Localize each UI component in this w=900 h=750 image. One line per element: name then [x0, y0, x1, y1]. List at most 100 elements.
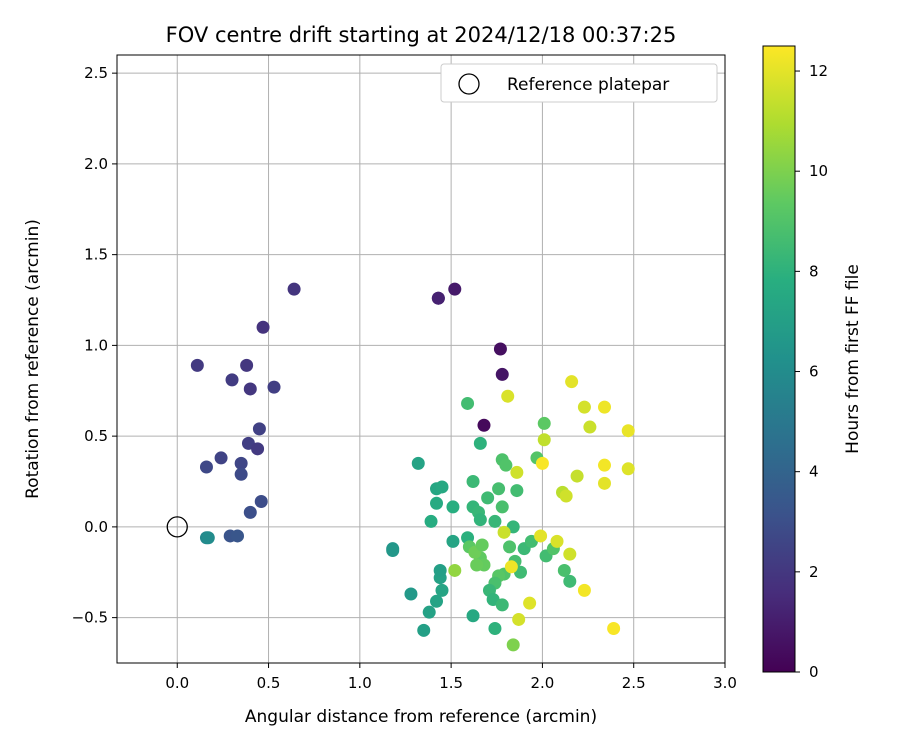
data-point [501, 389, 515, 403]
data-point [231, 529, 245, 543]
data-point [495, 598, 509, 612]
y-tick-label: 0.0 [84, 518, 108, 536]
data-point [240, 358, 254, 372]
data-point [422, 605, 436, 619]
colorbar-tick-label: 2 [809, 563, 819, 581]
data-point [477, 418, 491, 432]
data-point [234, 456, 248, 470]
data-point [386, 543, 400, 557]
data-point [190, 358, 204, 372]
colorbar-tick-label: 8 [809, 262, 819, 280]
data-point [481, 491, 495, 505]
plot-frame [116, 54, 726, 664]
reference-layer [166, 516, 188, 538]
x-tick-label: 3.0 [713, 674, 737, 692]
data-point [424, 514, 438, 528]
data-point [621, 462, 635, 476]
data-point [570, 469, 584, 483]
data-point [510, 465, 524, 479]
data-point [495, 500, 509, 514]
data-points [190, 282, 635, 652]
y-tick-label: 1.0 [84, 336, 108, 354]
data-point [621, 424, 635, 438]
colorbar-tick-label: 12 [809, 62, 828, 80]
data-point [512, 612, 526, 626]
data-point [523, 596, 537, 610]
data-point [495, 367, 509, 381]
data-point [433, 563, 447, 577]
colorbar-gradient [762, 45, 796, 673]
reference-point-marker [166, 516, 188, 538]
data-point [446, 534, 460, 548]
colorbar-tick-label: 10 [809, 162, 828, 180]
data-point [225, 373, 239, 387]
data-point [607, 622, 621, 636]
data-point [583, 420, 597, 434]
x-axis-label: Angular distance from reference (arcmin) [245, 707, 597, 727]
data-point [466, 609, 480, 623]
data-point [201, 531, 215, 545]
legend-box [440, 63, 718, 103]
data-point [563, 547, 577, 561]
data-point [493, 342, 507, 356]
data-point [537, 416, 551, 430]
data-point [534, 529, 548, 543]
data-point [430, 594, 444, 608]
data-point [597, 458, 611, 472]
colorbar-tick-label: 4 [809, 463, 819, 481]
data-point [256, 320, 270, 334]
data-point [461, 396, 475, 410]
data-point [446, 500, 460, 514]
data-point [504, 560, 518, 574]
y-tick-label: 1.5 [84, 246, 108, 264]
data-point [510, 484, 524, 498]
x-tick-label: 1.5 [439, 674, 463, 692]
data-point [488, 514, 502, 528]
data-point [499, 458, 513, 472]
data-point [234, 467, 248, 481]
data-point [430, 496, 444, 510]
data-point [214, 451, 228, 465]
colorbar: 0 2 4 6 8 10 12 Hours from first FF file [762, 45, 863, 681]
data-point [597, 400, 611, 414]
data-point [411, 456, 425, 470]
colorbar-label: Hours from first FF file [843, 264, 863, 454]
data-point [267, 380, 281, 394]
data-point [417, 623, 431, 637]
chart-title: FOV centre drift starting at 2024/12/18 … [166, 23, 677, 47]
data-point [473, 436, 487, 450]
y-tick-label: 2.5 [84, 64, 108, 82]
data-point [550, 534, 564, 548]
colorbar-tick-label: 0 [809, 663, 819, 681]
y-axis-label: Rotation from reference (arcmin) [23, 219, 43, 499]
y-tick-label: 0.5 [84, 427, 108, 445]
data-point [404, 587, 418, 601]
data-point [448, 282, 462, 296]
data-point [199, 460, 213, 474]
data-point [470, 558, 484, 572]
y-axis-ticks: −0.5 0.0 0.5 1.0 1.5 2.0 2.5 [72, 64, 117, 627]
data-point [506, 638, 520, 652]
data-point [537, 433, 551, 447]
data-point [577, 583, 591, 597]
data-point [473, 513, 487, 527]
legend-entry-reference: Reference platepar [507, 75, 669, 95]
data-point [252, 422, 266, 436]
grid [117, 55, 726, 663]
legend: Reference platepar [440, 63, 718, 103]
data-point [435, 480, 449, 494]
data-point [557, 563, 571, 577]
x-tick-label: 0.0 [165, 674, 189, 692]
x-tick-label: 2.0 [530, 674, 554, 692]
data-point [435, 583, 449, 597]
data-point [563, 574, 577, 588]
x-tick-label: 1.0 [348, 674, 372, 692]
data-point [565, 375, 579, 389]
data-point [287, 282, 301, 296]
data-point [243, 382, 257, 396]
data-point [488, 622, 502, 636]
data-point [466, 475, 480, 489]
data-point [243, 505, 257, 519]
